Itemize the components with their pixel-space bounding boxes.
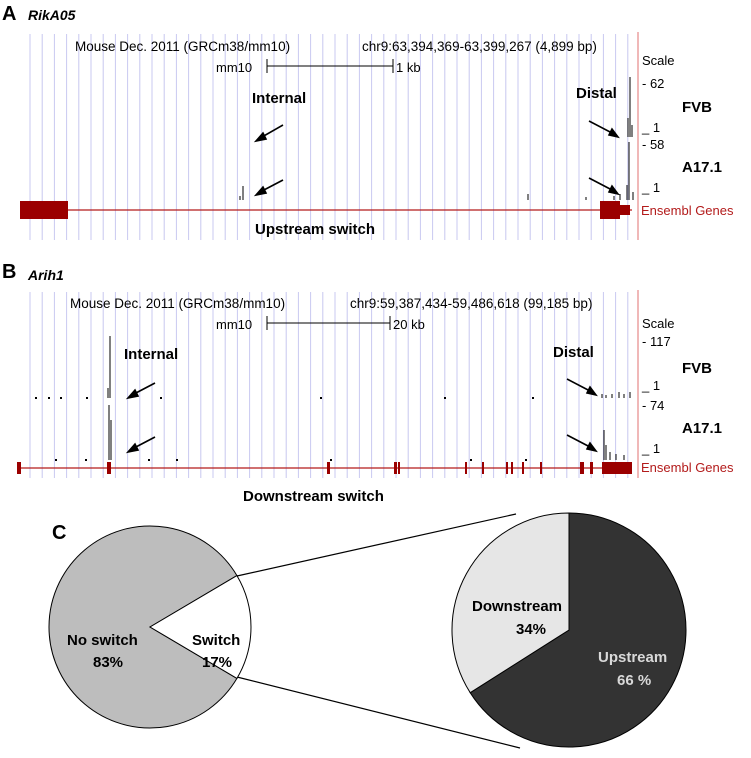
pie-slice-switch xyxy=(149,574,252,680)
panel-a-fvb-min: _ 1 xyxy=(641,120,660,135)
panel-b-letter: B xyxy=(2,261,16,283)
panel-b-arrows xyxy=(125,378,598,454)
upstream-value: 66 % xyxy=(617,672,651,689)
upstream-label: Upstream xyxy=(598,649,667,666)
panel-b-caption: Downstream switch xyxy=(243,488,384,505)
panel-a-scalebar-size: 1 kb xyxy=(396,60,421,75)
panel-b-track-a17: A17.1 xyxy=(682,420,722,437)
grid-lines-b xyxy=(29,292,629,478)
panel-b: B Arih1 Mouse Dec. 2011 (GRCm38/mm10) ch… xyxy=(2,261,734,505)
panel-a-track-fvb: FVB xyxy=(682,99,712,116)
panel-a-fvb-max: - 62 xyxy=(642,76,664,91)
downstream-label: Downstream xyxy=(472,598,562,615)
panel-a-position: chr9:63,394,369-63,399,267 (4,899 bp) xyxy=(362,39,597,54)
panel-a-track-a17: A17.1 xyxy=(682,159,722,176)
switch-value: 17% xyxy=(202,654,232,671)
grid-lines-a xyxy=(29,34,629,240)
panel-b-dots xyxy=(35,397,534,461)
panel-b-gene-name: Arih1 xyxy=(27,267,64,283)
pie-slice-no-switch xyxy=(48,525,238,729)
panel-b-scalebar-size: 20 kb xyxy=(393,317,425,332)
panel-b-scalebar xyxy=(266,316,391,330)
panel-a-a17-min: _ 1 xyxy=(641,180,660,195)
panel-a-caption: Upstream switch xyxy=(255,221,375,238)
panel-b-a17-min: _ 1 xyxy=(641,441,660,456)
panel-b-ensembl-label: Ensembl Genes xyxy=(641,460,734,475)
panel-c-letter: C xyxy=(52,522,66,544)
panel-b-gene-track xyxy=(17,462,632,474)
panel-a-ensembl-label: Ensembl Genes xyxy=(641,203,734,218)
no-switch-label: No switch xyxy=(67,632,138,649)
panel-a-a17-max: - 58 xyxy=(642,137,664,152)
panel-b-position: chr9:59,387,434-59,486,618 (99,185 bp) xyxy=(350,296,592,311)
panel-b-scalebar-label: mm10 xyxy=(216,317,252,332)
panel-a-internal-label: Internal xyxy=(252,90,306,107)
panel-a-gene-track xyxy=(20,201,632,219)
panel-c: C No switch 83% Switch 17% Downstream 34… xyxy=(48,512,687,749)
connector-top xyxy=(236,513,517,577)
panel-a-distal-label: Distal xyxy=(576,85,617,102)
pie-slice-upstream xyxy=(469,512,687,748)
panel-b-scale-word: Scale xyxy=(642,316,675,331)
pie-switch xyxy=(48,525,252,729)
downstream-value: 34% xyxy=(516,621,546,638)
no-switch-value: 83% xyxy=(93,654,123,671)
panel-a-letter: A xyxy=(2,3,16,25)
panel-a-scalebar-label: mm10 xyxy=(216,60,252,75)
switch-label: Switch xyxy=(192,632,240,649)
connector-bottom xyxy=(236,676,521,749)
panel-b-fvb-min: _ 1 xyxy=(641,378,660,393)
panel-a-scalebar xyxy=(266,59,394,73)
pie-direction xyxy=(451,512,687,748)
panel-a-scale-word: Scale xyxy=(642,53,675,68)
panel-b-fvb-max: - 117 xyxy=(642,334,671,349)
panel-b-a17-max: - 74 xyxy=(642,398,664,413)
panel-b-internal-label: Internal xyxy=(124,346,178,363)
pie-slice-downstream xyxy=(451,512,570,694)
panel-b-assembly: Mouse Dec. 2011 (GRCm38/mm10) xyxy=(70,296,285,311)
panel-a: A RikA05 Mouse Dec. 2011 (GRCm38/mm10) c… xyxy=(2,3,734,240)
panel-b-track-fvb: FVB xyxy=(682,360,712,377)
panel-b-distal-label: Distal xyxy=(553,344,594,361)
panel-a-gene-name: RikA05 xyxy=(28,7,76,23)
panel-a-assembly: Mouse Dec. 2011 (GRCm38/mm10) xyxy=(75,39,290,54)
panel-a-signal xyxy=(239,77,634,200)
panel-a-arrows xyxy=(253,120,620,197)
panel-b-signal xyxy=(107,336,631,460)
